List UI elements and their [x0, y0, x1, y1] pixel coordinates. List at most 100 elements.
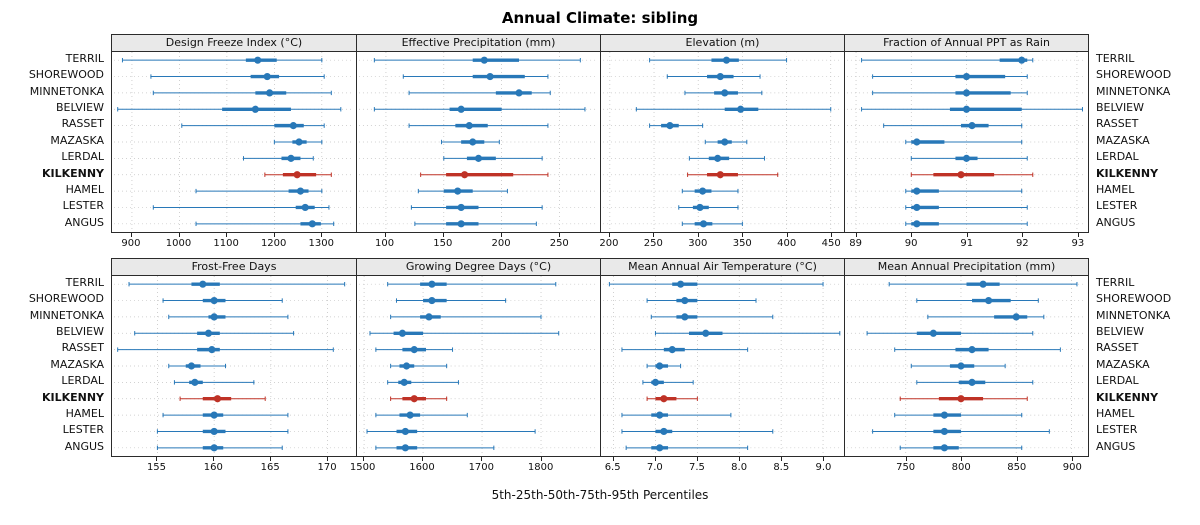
percentile-row-minnetonka — [927, 313, 1045, 321]
percentile-row-belview — [117, 105, 342, 113]
percentile-row-shorewood — [396, 296, 507, 305]
percentile-row-belview — [635, 105, 832, 113]
percentile-row-hamel — [162, 411, 289, 419]
site-label-rasset: RASSET — [61, 117, 104, 131]
percentile-row-angus — [156, 444, 283, 452]
percentile-row-minnetonka — [152, 89, 332, 97]
percentile-row-rasset — [375, 346, 454, 354]
chart-title: Annual Climate: sibling — [501, 9, 699, 27]
percentile-row-kilkenny — [646, 395, 698, 403]
percentile-row-kilkenny — [264, 171, 332, 179]
site-label-lerdal: LERDAL — [1096, 374, 1139, 388]
axis-effective-precipitation-mm: 100 150 200 250 — [356, 233, 601, 257]
panel-plot-mean-annual-precipitation-mm — [846, 276, 1087, 456]
percentile-row-shorewood — [162, 296, 283, 305]
percentile-row-mazaska — [390, 362, 448, 370]
site-labels-right-row2: TERRIL SHOREWOOD MINNETONKA BELVIEW RASSET MA… — [1089, 258, 1200, 455]
percentile-row-terril — [888, 280, 1078, 288]
axis-tick-mark — [831, 233, 833, 237]
site-label-hamel: HAMEL — [65, 182, 104, 196]
percentile-row-lerdal — [688, 154, 765, 162]
axis-tick-label: 1800 — [527, 462, 554, 473]
axis-tick-mark — [501, 233, 503, 237]
site-label-kilkenny: KILKENNY — [41, 166, 104, 180]
axis-tick-label: 8.5 — [773, 462, 790, 473]
axis-tick-label: 450 — [821, 238, 841, 249]
site-label-shorewood: SHOREWOOD — [1096, 292, 1172, 306]
axis-tick-mark — [697, 233, 699, 237]
percentile-row-belview — [369, 329, 560, 337]
percentile-row-lester — [156, 427, 289, 436]
axis-tick-label: 89 — [849, 238, 862, 249]
axis-tick-mark — [911, 233, 913, 237]
panel-design-freeze-index-c: Design Freeze Index (°C) — [112, 35, 356, 232]
percentile-row-angus — [414, 220, 537, 228]
axis-tick-mark — [270, 457, 272, 461]
site-label-terril: TERRIL — [65, 52, 104, 65]
axis-tick-mark — [612, 457, 614, 461]
percentile-row-belview — [134, 329, 295, 337]
percentile-row-shorewood — [666, 72, 761, 81]
axis-tick-mark — [213, 457, 215, 461]
panels-row1: Design Freeze Index (°C) Effective Precip… — [111, 34, 1089, 233]
site-label-angus: ANGUS — [64, 215, 104, 229]
percentile-row-kilkenny — [899, 395, 1028, 403]
percentile-row-belview — [866, 329, 1034, 337]
site-label-angus: ANGUS — [1096, 215, 1136, 229]
percentile-row-minnetonka — [872, 89, 1028, 97]
percentile-row-belview — [861, 105, 1083, 113]
percentile-row-mazaska — [646, 362, 682, 370]
axis-tick-mark — [156, 457, 158, 461]
panel-elevation-m: Elevation (m) — [600, 35, 844, 232]
percentile-row-lester — [621, 427, 774, 436]
percentile-row-lerdal — [443, 154, 543, 162]
panel-plot-effective-precipitation-mm — [358, 52, 599, 232]
percentile-row-lerdal — [642, 378, 694, 386]
panel-row-2: TERRIL SHOREWOOD MINNETONKA BELVIEW RASSET MA… — [0, 258, 1200, 481]
percentile-row-kilkenny — [687, 171, 779, 179]
percentile-row-shorewood — [646, 296, 757, 305]
percentile-row-shorewood — [916, 296, 1039, 305]
axis-tick-label: 170 — [317, 462, 337, 473]
axis-tick-mark — [742, 233, 744, 237]
percentile-row-shorewood — [150, 72, 325, 81]
axis-tick-label: 250 — [549, 238, 569, 249]
site-label-lester: LESTER — [62, 199, 104, 213]
axis-tick-mark — [905, 457, 907, 461]
axis-tick-label: 750 — [896, 462, 916, 473]
axis-tick-mark — [608, 233, 610, 237]
percentile-row-terril — [608, 280, 824, 288]
site-label-angus: ANGUS — [64, 439, 104, 453]
site-label-lester: LESTER — [1096, 423, 1138, 437]
site-labels-left-row1: TERRIL SHOREWOOD MINNETONKA BELVIEW RASSET MA… — [0, 34, 111, 231]
axis-tick-label: 150 — [433, 238, 453, 249]
axis-tick-mark — [786, 233, 788, 237]
axis-tick-label: 800 — [951, 462, 971, 473]
percentile-row-angus — [625, 444, 749, 452]
percentile-row-lerdal — [242, 154, 314, 162]
axis-tick-mark — [559, 233, 561, 237]
percentile-row-terril — [373, 56, 581, 64]
site-label-angus: ANGUS — [1096, 439, 1136, 453]
percentile-row-angus — [195, 220, 335, 228]
axis-tick-label: 92 — [1015, 238, 1029, 249]
percentile-row-shorewood — [872, 72, 1028, 81]
percentile-row-mazaska — [440, 138, 500, 146]
percentile-row-minnetonka — [684, 89, 763, 97]
axis-tick-label: 350 — [732, 238, 752, 249]
site-label-lerdal: LERDAL — [61, 374, 104, 388]
percentile-row-mazaska — [273, 138, 323, 146]
percentile-row-terril — [861, 56, 1034, 64]
panel-title-elevation-m: Elevation (m) — [601, 35, 844, 52]
site-label-kilkenny: KILKENNY — [1096, 166, 1159, 180]
percentile-row-kilkenny — [390, 395, 448, 403]
panel-fraction-of-annual-ppt-as-rain: Fraction of Annual PPT as Rain — [844, 35, 1088, 232]
axis-tick-label: 7.0 — [646, 462, 663, 473]
axis-tick-label: 1000 — [165, 238, 192, 249]
percentile-row-rasset — [181, 122, 325, 130]
panel-mean-annual-air-temperature-c: Mean Annual Air Temperature (°C) — [600, 259, 844, 456]
axis-tick-mark — [696, 457, 698, 461]
axis-tick-mark — [1072, 457, 1074, 461]
axis-tick-mark — [362, 457, 364, 461]
site-label-rasset: RASSET — [1096, 341, 1139, 355]
